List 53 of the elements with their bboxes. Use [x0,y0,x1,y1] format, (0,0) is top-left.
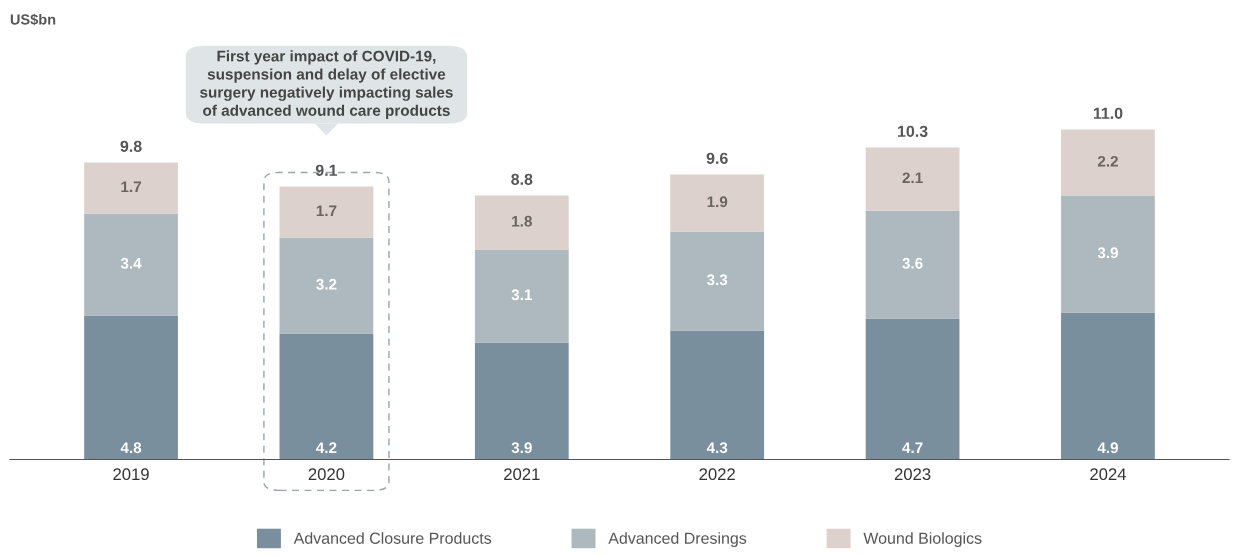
bar [670,174,765,232]
text: US$bn [10,13,56,26]
bar [1061,312,1155,460]
data-label: 4.3 [706,442,728,454]
bar [84,162,178,214]
data-label: 2.2 [1097,155,1118,167]
data-label: 4.2 [316,442,337,453]
total-label: 11.0 [1093,107,1123,119]
bar [865,210,960,319]
bar [84,315,178,460]
bar [865,318,960,460]
bar [279,333,374,460]
bar [1061,129,1155,196]
total-label: 9.8 [120,140,142,152]
data-label: 3.9 [511,442,532,454]
total-label: 9.1 [315,164,338,176]
total-label: 8.8 [511,173,533,185]
data-label: 4.8 [120,442,142,454]
data-label: 2.1 [902,172,923,184]
data-label: 3.9 [1097,247,1119,259]
x-tick-label: 2021 [504,468,540,481]
bar [279,237,374,334]
data-label: 1.9 [707,196,728,208]
data-label: 1.8 [512,215,532,227]
text: First year impact of COVID-19, suspension and delay of elective surgery negatively impacting sales of advanced wound care products [200,50,453,119]
bar [474,195,569,250]
legend-label: Advanced Dresings [608,532,747,548]
legend-label: Wound Biologics [863,532,982,548]
bar [1061,195,1155,313]
data-label: 3.4 [120,257,142,269]
x-tick-label: 2023 [894,468,931,481]
data-label: 3.2 [316,278,337,290]
bar [670,231,765,331]
x-tick-label: 2024 [1090,468,1126,481]
x-tick-label: 2020 [308,468,345,481]
x-tick-label: 2019 [113,468,149,481]
bar [474,342,569,460]
total-label: 9.6 [706,152,728,164]
x-tick-label: 2022 [699,468,735,481]
data-label: 3.6 [902,257,923,269]
data-label: 1.7 [316,205,337,217]
data-label: 1.7 [121,181,141,193]
bar [279,186,374,238]
bar [670,330,765,460]
bar [474,249,569,343]
bar [84,213,178,316]
total-label: 10.3 [898,125,928,137]
data-label: 4.9 [1097,442,1119,454]
legend-label: Advanced Closure Products [293,532,492,544]
data-label: 3.3 [706,274,728,286]
data-label: 3.1 [511,289,532,301]
data-label: 4.7 [902,442,923,453]
bar [865,147,960,211]
